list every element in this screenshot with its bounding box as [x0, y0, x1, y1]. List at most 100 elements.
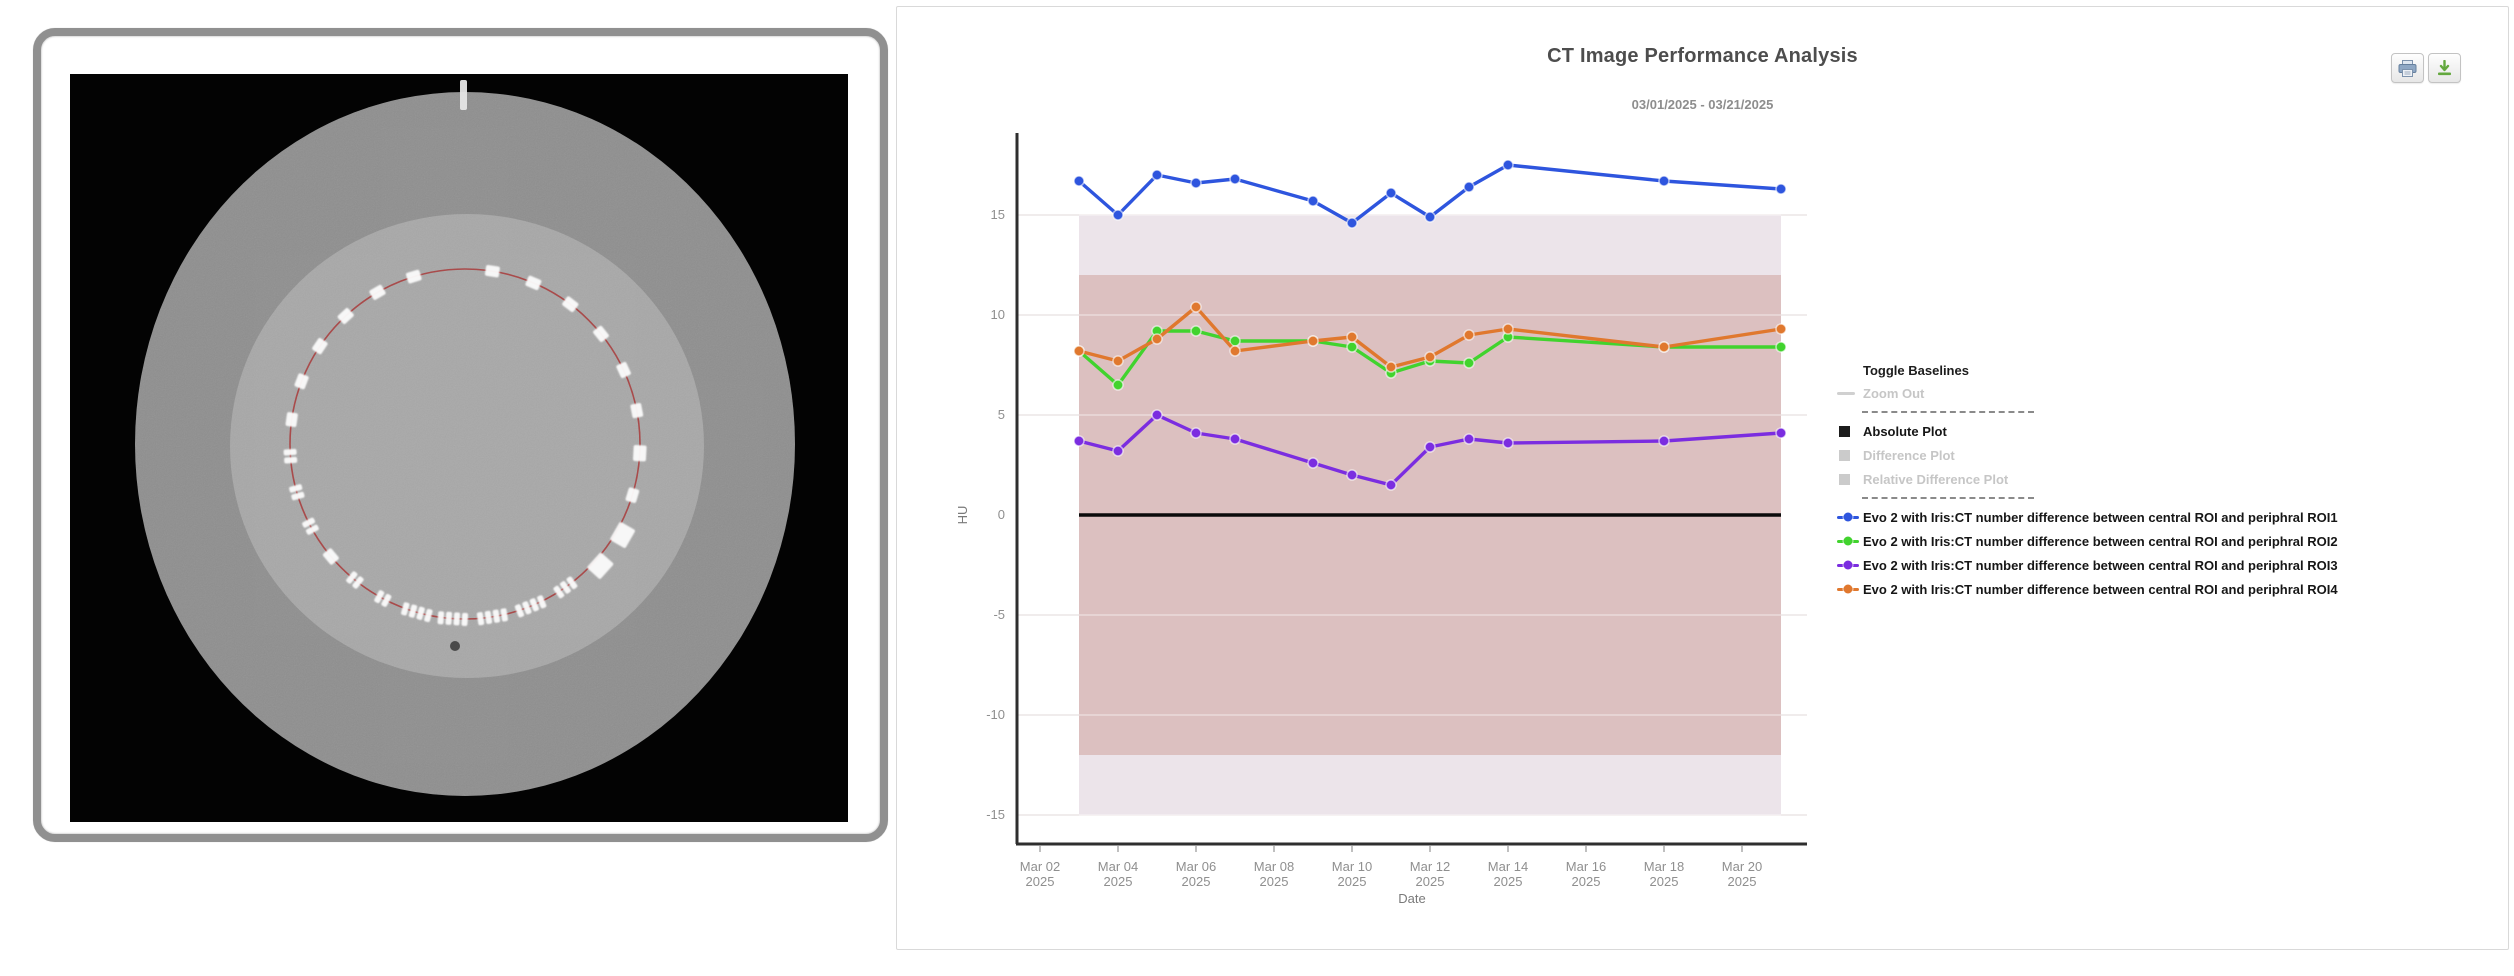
data-point[interactable]	[1346, 341, 1358, 353]
series-label: Evo 2 with Iris:CT number difference bet…	[1863, 533, 2338, 549]
data-point[interactable]	[1775, 427, 1787, 439]
bb-marker-ring	[283, 264, 647, 626]
legend-plot-toggle[interactable]: Difference Plot	[1837, 443, 2477, 467]
x-axis-title: Date	[1398, 891, 1425, 906]
data-point[interactable]	[1463, 357, 1475, 369]
legend-series-item[interactable]: Evo 2 with Iris:CT number difference bet…	[1837, 529, 2477, 553]
x-tick-label: Mar 14 2025	[1488, 859, 1528, 889]
data-point[interactable]	[1775, 183, 1787, 195]
data-point[interactable]	[1073, 345, 1085, 357]
data-point[interactable]	[1229, 173, 1241, 185]
series-line-dot-icon	[1837, 536, 1859, 546]
data-point[interactable]	[1307, 335, 1319, 347]
data-point[interactable]	[1658, 341, 1670, 353]
data-point[interactable]	[1775, 323, 1787, 335]
data-point[interactable]	[1190, 301, 1202, 313]
data-point[interactable]	[1229, 433, 1241, 445]
data-point[interactable]	[1424, 351, 1436, 363]
x-tick-label: Mar 16 2025	[1566, 859, 1606, 889]
x-tick-label: Mar 04 2025	[1098, 859, 1138, 889]
legend-series-item[interactable]: Evo 2 with Iris:CT number difference bet…	[1837, 505, 2477, 529]
data-point[interactable]	[1346, 217, 1358, 229]
data-point[interactable]	[1229, 345, 1241, 357]
data-point[interactable]	[1151, 333, 1163, 345]
data-point[interactable]	[1073, 175, 1085, 187]
data-point[interactable]	[1502, 437, 1514, 449]
plot-toggle-square-icon	[1839, 449, 1850, 461]
data-point[interactable]	[1151, 409, 1163, 421]
plot-toggle-label: Difference Plot	[1863, 447, 1955, 463]
series-label: Evo 2 with Iris:CT number difference bet…	[1863, 509, 2338, 525]
data-point[interactable]	[1112, 379, 1124, 391]
zoom-out-label: Zoom Out	[1863, 385, 1925, 401]
data-point[interactable]	[1307, 195, 1319, 207]
ct-noise-texture	[135, 92, 795, 796]
legend-separator	[1837, 405, 2477, 419]
print-chart-button[interactable]	[2391, 53, 2424, 83]
air-bubble-dot	[450, 641, 460, 651]
data-point[interactable]	[1307, 457, 1319, 469]
data-point[interactable]	[1424, 441, 1436, 453]
data-point[interactable]	[1658, 175, 1670, 187]
data-point[interactable]	[1658, 435, 1670, 447]
ct-image-background	[70, 74, 848, 822]
data-point[interactable]	[1463, 329, 1475, 341]
zoom-out-control[interactable]: Zoom Out	[1837, 381, 2477, 405]
x-tick-label: Mar 20 2025	[1722, 859, 1762, 889]
legend-plot-toggle[interactable]: Relative Difference Plot	[1837, 467, 2477, 491]
plot-toggle-square-icon	[1839, 425, 1850, 437]
data-point[interactable]	[1346, 331, 1358, 343]
legend-toggle-title: Toggle Baselines	[1863, 362, 1969, 378]
y-tick-label: 5	[998, 407, 1005, 422]
plot-toggle-square-icon	[1839, 473, 1850, 485]
x-tick-label: Mar 10 2025	[1332, 859, 1372, 889]
data-point[interactable]	[1151, 169, 1163, 181]
data-point[interactable]	[1346, 469, 1358, 481]
series-line-dot-icon	[1837, 584, 1859, 594]
performance-plot[interactable]: Mar 02 2025 Mar 04 2025 Mar 06 2025 Mar 08 2025…	[897, 7, 1857, 947]
download-chart-button[interactable]	[2428, 53, 2461, 83]
data-point[interactable]	[1385, 361, 1397, 373]
data-point[interactable]	[1775, 341, 1787, 353]
series-line-dot-icon	[1837, 560, 1859, 570]
download-icon	[2438, 59, 2451, 75]
data-point[interactable]	[1112, 355, 1124, 367]
plot-toggle-label: Absolute Plot	[1863, 423, 1947, 439]
data-point[interactable]	[1385, 479, 1397, 491]
legend-plot-toggle[interactable]: Absolute Plot	[1837, 419, 2477, 443]
x-tick-label: Mar 06 2025	[1176, 859, 1216, 889]
y-tick-label: -10	[986, 707, 1005, 722]
x-tick-label: Mar 08 2025	[1254, 859, 1294, 889]
data-point[interactable]	[1502, 323, 1514, 335]
data-point[interactable]	[1073, 435, 1085, 447]
x-tick-label: Mar 02 2025	[1020, 859, 1060, 889]
plot-toggle-label: Relative Difference Plot	[1863, 471, 2009, 487]
y-tick-label: 10	[991, 307, 1005, 322]
chart-title: CT Image Performance Analysis	[1547, 45, 1858, 67]
data-point[interactable]	[1463, 181, 1475, 193]
x-tick-label: Mar 12 2025	[1410, 859, 1450, 889]
data-point[interactable]	[1463, 433, 1475, 445]
data-point[interactable]	[1190, 325, 1202, 337]
data-point[interactable]	[1112, 209, 1124, 221]
y-tick-label: -5	[993, 607, 1005, 622]
series-line-dot-icon	[1837, 512, 1859, 522]
data-point[interactable]	[1502, 159, 1514, 171]
series-label: Evo 2 with Iris:CT number difference bet…	[1863, 581, 2338, 597]
legend-series-item[interactable]: Evo 2 with Iris:CT number difference bet…	[1837, 577, 2477, 601]
alignment-tick-top	[460, 80, 467, 110]
printer-icon	[2398, 59, 2417, 77]
y-tick-label: -15	[986, 807, 1005, 822]
data-point[interactable]	[1385, 187, 1397, 199]
legend-series-item[interactable]: Evo 2 with Iris:CT number difference bet…	[1837, 553, 2477, 577]
data-point[interactable]	[1424, 211, 1436, 223]
data-point[interactable]	[1190, 177, 1202, 189]
data-point[interactable]	[1190, 427, 1202, 439]
ct-phantom-scan	[70, 74, 848, 822]
y-tick-label: 15	[991, 207, 1005, 222]
ct-image-panel	[33, 28, 888, 842]
chart-subtitle: 03/01/2025 - 03/21/2025	[1631, 97, 1774, 112]
zoom-out-line-icon	[1837, 391, 1855, 395]
data-point[interactable]	[1112, 445, 1124, 457]
